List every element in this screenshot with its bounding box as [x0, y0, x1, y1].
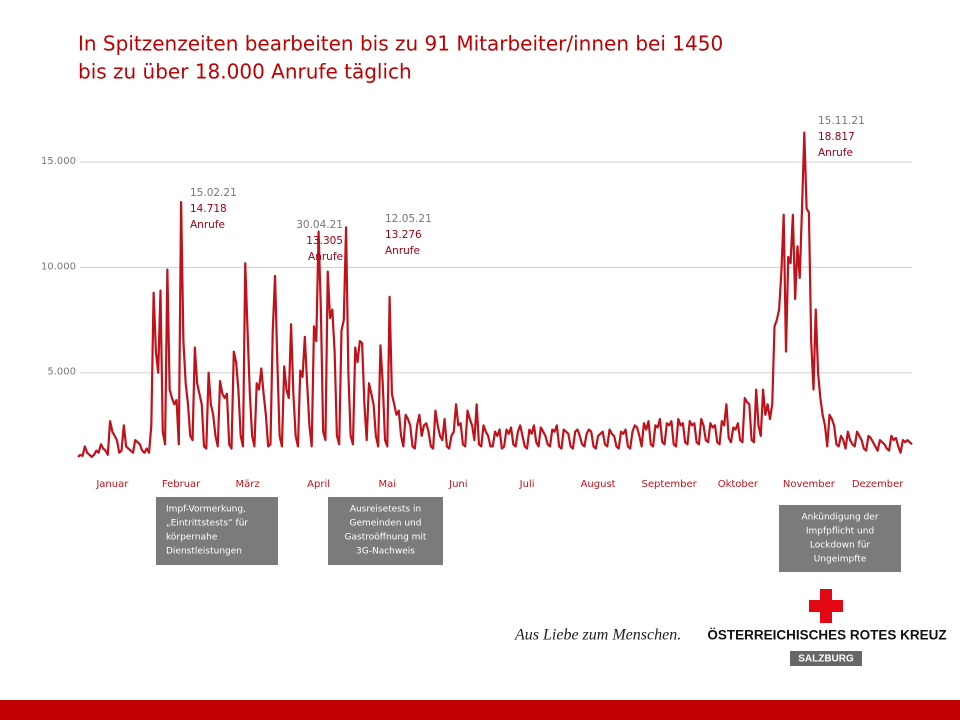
annotation-value: 18.817: [818, 131, 855, 143]
region-box: [790, 651, 862, 666]
annotation-unit: Anrufe: [385, 245, 420, 257]
x-tick-label: Dezember: [852, 479, 904, 490]
annotation-date: 12.05.21: [385, 213, 432, 225]
event-text: 3G-Nachweis: [356, 547, 415, 557]
x-tick-label: Oktober: [718, 479, 759, 490]
region: SALZBURG: [798, 654, 854, 665]
annotation-value: 13.276: [385, 229, 422, 241]
x-tick-label: November: [783, 479, 836, 490]
event-text: „Eintrittstests“ für: [166, 519, 248, 529]
data-line: [77, 131, 913, 459]
annotation-date: 15.02.21: [190, 187, 237, 199]
annotation-value: 14.718: [190, 203, 227, 215]
event-text: Impf-Vormerkung,: [166, 505, 246, 515]
x-tick-label: Juli: [519, 479, 535, 490]
annotation-unit: Anrufe: [818, 147, 853, 159]
event-text: Gastroöffnung mit: [345, 533, 427, 543]
annotation-date: 15.11.21: [818, 115, 865, 127]
annotation-value: 13.305: [306, 235, 343, 247]
x-tick-label: Februar: [162, 479, 201, 490]
event-box: [779, 505, 901, 572]
event-text: Ungeimpfte: [814, 555, 867, 565]
x-tick-label: August: [581, 479, 616, 490]
y-tick-label: 15.000: [41, 156, 76, 167]
x-tick-label: Mai: [379, 479, 397, 490]
slogan: Aus Liebe zum Menschen.: [514, 627, 681, 644]
event-text: Lockdown für: [810, 541, 871, 551]
annotation-date: 30.04.21: [296, 219, 343, 231]
organisation: ÖSTERREICHISCHES ROTES KREUZ: [707, 628, 946, 643]
event-text: Impfpflicht und: [806, 527, 874, 537]
cross-horizontal: [809, 600, 843, 612]
event-text: Ausreisetests in: [350, 505, 421, 515]
event-text: körpernahe: [166, 533, 218, 543]
x-tick-label: April: [307, 479, 330, 490]
event-text: Gemeinden und: [350, 519, 422, 529]
annotation-unit: Anrufe: [190, 219, 225, 231]
x-tick-label: Januar: [95, 479, 129, 490]
event-text: Dienstleistungen: [166, 547, 242, 557]
event-text: Ankündigung der: [801, 513, 878, 523]
annotation-unit: Anrufe: [308, 251, 343, 263]
bottom-band: [0, 700, 960, 720]
y-tick-label: 5.000: [47, 367, 76, 378]
y-tick-label: 10.000: [41, 261, 76, 272]
x-tick-label: Juni: [448, 479, 467, 490]
title-line: bis zu über 18.000 Anrufe täglich: [78, 60, 412, 84]
chart: 5.000 10.000 15.000 Januar Februar März April M…: [41, 115, 913, 572]
event-box: [156, 497, 278, 565]
event-box: [328, 497, 443, 565]
title-line: In Spitzenzeiten bearbeiten bis zu 91 Mi…: [78, 32, 723, 56]
x-tick-label: September: [641, 479, 697, 490]
x-tick-label: März: [235, 479, 259, 490]
